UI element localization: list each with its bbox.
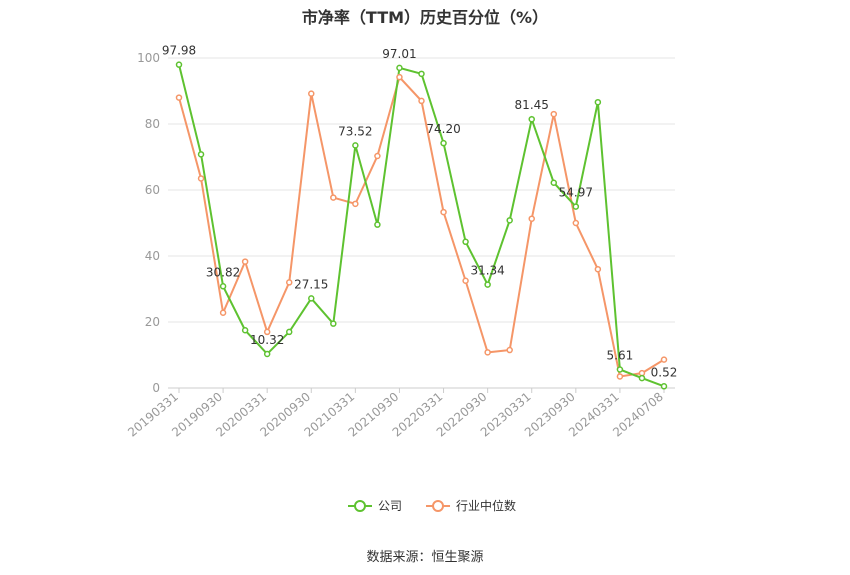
grid-lines	[168, 57, 675, 323]
y-tick-label: 0	[152, 381, 160, 395]
y-tick-label: 20	[145, 315, 160, 329]
data-point	[396, 64, 403, 72]
data-label: 31.34	[470, 264, 504, 278]
data-point	[418, 70, 425, 78]
data-point	[330, 194, 337, 201]
y-tick-label: 100	[137, 51, 160, 65]
data-point	[462, 277, 469, 284]
data-point	[285, 328, 293, 336]
data-point	[374, 152, 381, 160]
data-label: 81.45	[515, 98, 549, 112]
data-label: 54.97	[559, 186, 593, 200]
data-point	[440, 208, 447, 216]
data-point	[219, 309, 227, 317]
data-point	[197, 175, 205, 182]
data-point	[396, 73, 403, 81]
data-label: 97.98	[162, 44, 196, 58]
legend-label: 公司	[378, 499, 402, 513]
data-point	[462, 238, 469, 246]
axes: 0204060801002019033120190930202003312020…	[125, 51, 675, 440]
data-labels: 97.98 30.82 10.32 27.15 73.52 97.01 74.20 31.34…	[162, 44, 678, 380]
data-label: 74.20	[426, 122, 460, 136]
data-point	[285, 279, 293, 286]
data-label: 5.61	[607, 348, 634, 362]
data-point	[572, 219, 580, 227]
data-point	[506, 217, 513, 224]
data-point	[352, 200, 359, 208]
data-point	[660, 356, 668, 363]
data-label: 0.52	[651, 365, 678, 379]
data-point	[241, 258, 249, 265]
data-point	[197, 151, 205, 158]
data-point	[572, 203, 580, 210]
data-point	[616, 373, 624, 380]
data-point	[219, 283, 227, 290]
data-points	[175, 61, 668, 390]
data-point	[484, 349, 491, 356]
data-point	[352, 142, 359, 149]
y-tick-label: 40	[145, 249, 160, 263]
data-point	[308, 90, 315, 97]
data-point	[638, 374, 646, 382]
data-point	[175, 61, 183, 68]
data-point	[550, 110, 558, 118]
data-point	[241, 327, 249, 334]
legend-swatch-marker	[354, 500, 366, 512]
legend-label: 行业中位数	[456, 498, 516, 513]
data-point	[440, 139, 447, 147]
chart-title: 市净率（TTM）历史百分位（%）	[301, 8, 549, 27]
data-point	[175, 94, 183, 101]
data-point	[616, 366, 624, 373]
data-point	[528, 215, 535, 222]
series-line	[178, 75, 665, 378]
data-point	[330, 320, 337, 327]
data-point	[418, 97, 425, 105]
data-label: 27.15	[294, 277, 328, 291]
data-point	[263, 350, 271, 358]
data-point	[308, 295, 315, 302]
data-source: 数据来源：恒生聚源	[366, 550, 484, 565]
data-point	[660, 383, 668, 390]
data-point	[594, 265, 602, 273]
data-label: 10.32	[250, 333, 284, 347]
data-label: 30.82	[206, 265, 240, 279]
y-tick-label: 80	[145, 117, 160, 131]
data-point	[528, 115, 535, 123]
legend-swatch-marker	[432, 500, 445, 512]
data-point	[506, 346, 513, 354]
data-label: 97.01	[382, 47, 416, 61]
data-point	[263, 328, 271, 336]
y-tick-label: 60	[145, 183, 160, 197]
data-point	[374, 221, 381, 228]
legend[interactable]: 公司 行业中位数	[348, 498, 516, 513]
data-point	[550, 179, 558, 186]
data-point	[484, 281, 491, 288]
data-point	[594, 98, 602, 106]
data-label: 73.52	[338, 124, 372, 138]
